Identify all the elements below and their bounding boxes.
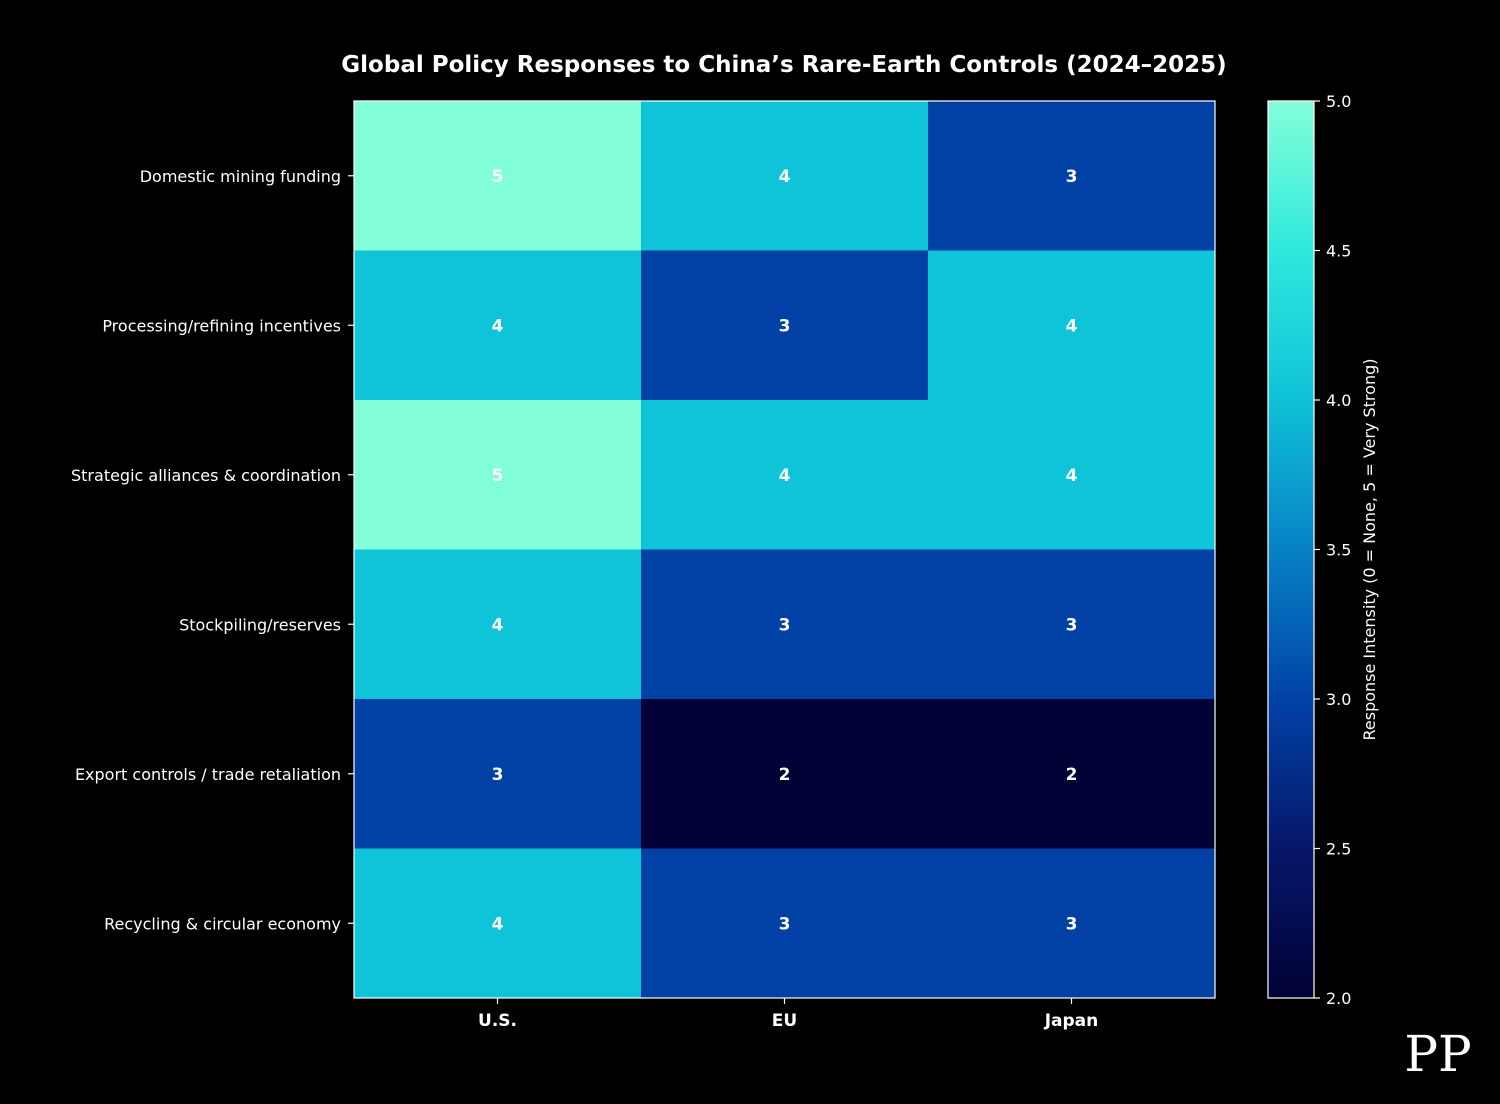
- row-label: Stockpiling/reserves: [179, 615, 341, 634]
- heatmap-cell: [641, 699, 929, 849]
- colorbar-ticks: 2.0 2.5 3.0 3.5 4.0 4.5 5.0: [1314, 92, 1351, 1008]
- colorbar: [1267, 100, 1315, 999]
- heatmap-cell: [354, 250, 642, 401]
- colorbar-label: Response Intensity (0 = None, 5 = Very S…: [1360, 359, 1379, 741]
- heatmap-cell: [354, 400, 642, 550]
- heatmap-cell: [928, 549, 1216, 700]
- column-label: EU: [772, 1011, 797, 1031]
- cell-value-label: 5: [492, 167, 504, 187]
- cell-value-label: 4: [492, 914, 504, 934]
- heatmap-cell: [641, 549, 929, 700]
- row-label: Processing/refining incentives: [102, 316, 341, 335]
- cell-value-label: 3: [1066, 167, 1078, 187]
- row-label: Export controls / trade retaliation: [75, 765, 341, 784]
- row-label: Strategic alliances & coordination: [71, 466, 341, 485]
- cell-value-label: 5: [492, 466, 504, 486]
- heatmap-cell: [928, 400, 1216, 550]
- heatmap-cell: [641, 101, 929, 251]
- heatmap-cell: [641, 250, 929, 401]
- cell-value-label: 3: [779, 316, 791, 336]
- column-axis: U.S. EU Japan: [478, 998, 1098, 1031]
- chart-title: Global Policy Responses to China’s Rare-…: [341, 52, 1226, 78]
- heatmap-cells: [354, 101, 1216, 999]
- cell-value-label: 4: [1066, 466, 1078, 486]
- heatmap-cell: [641, 400, 929, 550]
- heatmap-cell: [928, 699, 1216, 849]
- colorbar-tick-label: 4.0: [1326, 391, 1351, 410]
- heatmap-cell: [928, 250, 1216, 401]
- heatmap-cell: [354, 848, 642, 999]
- cell-value-label: 3: [1066, 615, 1078, 635]
- colorbar-tick-label: 2.5: [1326, 840, 1351, 859]
- heatmap-cell: [928, 101, 1216, 251]
- cell-value-label: 4: [492, 316, 504, 336]
- heatmap-cell: [354, 101, 642, 251]
- heatmap-cell-labels: 5 4 3 4 3 4 5 4 4 4 3 3 3 2 2 4 3 3: [492, 167, 1078, 935]
- colorbar-tick-label: 3.0: [1326, 690, 1351, 709]
- row-label: Domestic mining funding: [140, 167, 341, 186]
- row-label: Recycling & circular economy: [104, 914, 341, 933]
- heatmap-cell: [641, 848, 929, 999]
- heatmap-cell: [354, 699, 642, 849]
- heatmap-cell: [928, 848, 1216, 999]
- colorbar-tick-label: 4.5: [1326, 242, 1351, 261]
- cell-value-label: 4: [779, 167, 791, 187]
- column-label: U.S.: [478, 1011, 517, 1031]
- logo: PP: [1404, 1025, 1471, 1083]
- cell-value-label: 2: [779, 765, 791, 785]
- cell-value-label: 4: [1066, 316, 1078, 336]
- colorbar-tick-label: 2.0: [1326, 989, 1351, 1008]
- colorbar-tick-label: 3.5: [1326, 541, 1351, 560]
- column-label: Japan: [1044, 1011, 1099, 1031]
- cell-value-label: 4: [492, 615, 504, 635]
- colorbar-tick-label: 5.0: [1326, 92, 1351, 111]
- cell-value-label: 3: [492, 765, 504, 785]
- cell-value-label: 3: [779, 615, 791, 635]
- row-axis: Domestic mining funding Processing/refini…: [71, 167, 354, 933]
- cell-value-label: 4: [779, 466, 791, 486]
- cell-value-label: 3: [1066, 914, 1078, 934]
- heatmap-cell: [354, 549, 642, 700]
- cell-value-label: 2: [1066, 765, 1078, 785]
- cell-value-label: 3: [779, 914, 791, 934]
